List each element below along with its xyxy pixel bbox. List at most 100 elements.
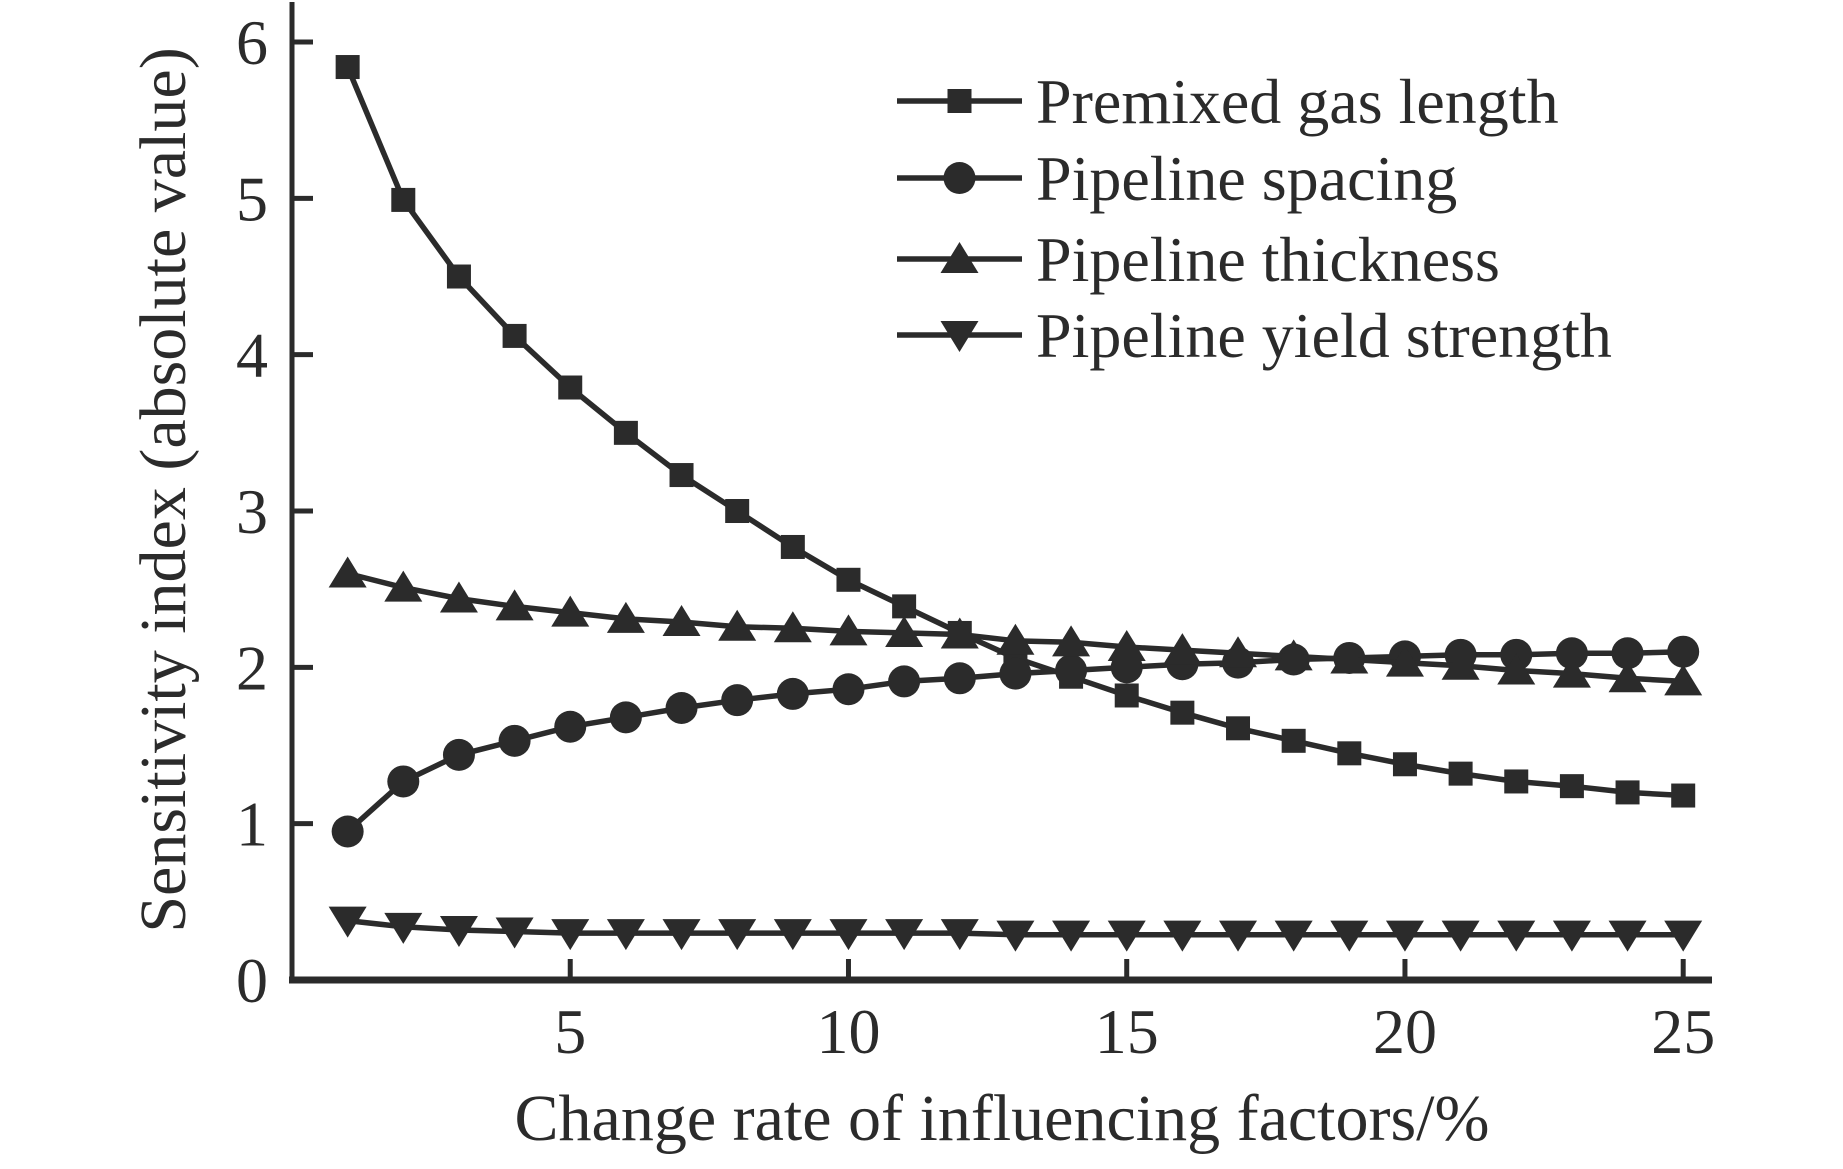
series-premixed-gas-length-marker — [725, 499, 750, 524]
y-tick-label: 1 — [236, 789, 268, 860]
series-premixed-gas-length-marker — [391, 187, 416, 212]
series-pipeline-yield-strength-marker — [1330, 920, 1369, 952]
series-pipeline-spacing-marker — [609, 701, 642, 734]
series-pipeline-yield-strength-marker — [662, 919, 701, 951]
y-tick-label: 0 — [236, 945, 268, 1016]
series-pipeline-yield-strength-marker — [1497, 920, 1536, 952]
series-premixed-gas-length-marker — [1448, 761, 1473, 786]
series-pipeline-yield-strength-marker — [773, 919, 812, 951]
series-pipeline-spacing-marker — [442, 738, 475, 771]
series-pipeline-yield-strength-marker — [718, 919, 757, 951]
series-pipeline-thickness-marker — [773, 611, 812, 643]
series-pipeline-thickness-marker — [1441, 648, 1480, 680]
series-pipeline-thickness-marker — [1385, 645, 1424, 677]
series-premixed-gas-length-marker — [836, 567, 861, 592]
series-pipeline-thickness-marker — [885, 615, 924, 647]
series-pipeline-thickness-marker — [829, 614, 868, 646]
series-pipeline-thickness-marker — [1608, 661, 1647, 693]
series-pipeline-yield-strength-marker — [1441, 920, 1480, 952]
series-pipeline-yield-strength-marker — [885, 919, 924, 951]
legend-label: Pipeline spacing — [1036, 143, 1457, 214]
series-pipeline-yield-strength-marker — [1274, 920, 1313, 952]
x-tick-label: 5 — [554, 996, 586, 1067]
series-premixed-gas-length-marker — [669, 463, 694, 488]
series-pipeline-yield-strength-marker — [328, 906, 367, 938]
series-premixed-gas-length-marker — [1504, 769, 1529, 794]
legend-item-pipeline-spacing: Pipeline spacing — [897, 143, 1457, 214]
y-tick-label: 3 — [236, 476, 268, 547]
series-pipeline-spacing-marker — [1555, 637, 1588, 670]
series-pipeline-thickness-marker — [940, 617, 979, 649]
series-pipeline-yield-strength-marker — [1107, 920, 1146, 952]
y-axis-title: Sensitivity index (absolute value) — [127, 47, 200, 932]
series-pipeline-spacing-marker — [387, 765, 420, 798]
series-pipeline-spacing-marker — [943, 662, 976, 695]
series-pipeline-spacing-marker — [665, 691, 698, 724]
x-tick-label: 10 — [816, 996, 880, 1067]
x-axis-title: Change rate of influencing factors/% — [515, 1082, 1490, 1155]
y-tick-label: 5 — [236, 163, 268, 234]
series-pipeline-thickness-marker — [1219, 636, 1258, 668]
series-pipeline-thickness-marker — [662, 605, 701, 637]
legend-item-pipeline-thickness: Pipeline thickness — [897, 224, 1500, 295]
series-pipeline-thickness-marker — [996, 623, 1035, 655]
legend-triangle-down-marker — [940, 321, 979, 352]
series-pipeline-thickness-marker — [1052, 625, 1091, 657]
series-pipeline-thickness-marker — [384, 570, 423, 602]
y-tick-label: 2 — [236, 632, 268, 703]
series-pipeline-thickness-marker — [1107, 630, 1146, 662]
series-pipeline-thickness-marker — [1330, 642, 1369, 674]
series-pipeline-thickness-marker — [495, 589, 534, 621]
series-premixed-gas-length-marker — [1281, 728, 1306, 753]
legend-label: Pipeline thickness — [1036, 224, 1500, 295]
series-pipeline-spacing-marker — [721, 684, 754, 717]
series-pipeline-yield-strength-marker — [551, 919, 590, 951]
series-pipeline-yield-strength-marker — [1664, 920, 1703, 952]
series-pipeline-yield-strength-marker — [1385, 920, 1424, 952]
series-pipeline-yield-strength-marker — [1552, 920, 1591, 952]
series-layer — [328, 55, 1703, 952]
series-pipeline-thickness-marker — [439, 581, 478, 613]
series-premixed-gas-length-marker — [780, 534, 805, 559]
series-pipeline-thickness-marker — [328, 556, 367, 588]
legend-item-pipeline-yield-strength: Pipeline yield strength — [897, 300, 1612, 371]
series-pipeline-yield-strength-marker — [439, 915, 478, 947]
series-pipeline-yield-strength-marker — [1608, 920, 1647, 952]
series-premixed-gas-length-marker — [613, 420, 638, 445]
series-pipeline-yield-strength-marker — [996, 920, 1035, 952]
series-pipeline-spacing-marker — [554, 710, 587, 743]
series-pipeline-yield-strength-marker — [495, 917, 534, 949]
series-pipeline-spacing-marker — [1055, 654, 1088, 687]
series-pipeline-spacing-marker — [832, 673, 865, 706]
series-premixed-gas-length-marker — [446, 264, 471, 289]
series-pipeline-yield-strength-marker — [1219, 920, 1258, 952]
x-tick-label: 25 — [1651, 996, 1715, 1067]
axes: 0 1 2 3 4 5 6 5 10 15 20 25 — [236, 2, 1715, 1067]
series-premixed-gas-length-marker — [892, 594, 917, 619]
series-premixed-gas-length-marker — [1671, 783, 1696, 808]
legend-square-marker — [947, 89, 972, 113]
legend-label: Premixed gas length — [1036, 66, 1559, 137]
series-pipeline-thickness-marker — [1552, 656, 1591, 688]
series-pipeline-yield-strength — [328, 906, 1703, 952]
series-pipeline-yield-strength-marker — [940, 919, 979, 951]
series-pipeline-thickness-marker — [551, 595, 590, 627]
series-pipeline-spacing-marker — [888, 665, 921, 698]
legend-item-premixed-gas-length: Premixed gas length — [897, 66, 1559, 137]
series-pipeline-yield-strength-marker — [1163, 920, 1202, 952]
series-pipeline-thickness-marker — [718, 609, 757, 641]
series-premixed-gas-length-marker — [1114, 683, 1139, 708]
series-pipeline-thickness-marker — [1497, 653, 1536, 685]
legend-label: Pipeline yield strength — [1036, 300, 1612, 371]
series-pipeline-spacing-marker — [999, 657, 1032, 690]
series-premixed-gas-length-marker — [1559, 774, 1584, 799]
x-tick-label: 20 — [1373, 996, 1437, 1067]
series-pipeline-yield-strength-marker — [384, 912, 423, 944]
series-pipeline-spacing-marker — [776, 677, 809, 710]
x-tick-label: 15 — [1095, 996, 1159, 1067]
series-premixed-gas-length-marker — [1337, 741, 1362, 766]
series-pipeline-yield-strength-marker — [606, 919, 645, 951]
